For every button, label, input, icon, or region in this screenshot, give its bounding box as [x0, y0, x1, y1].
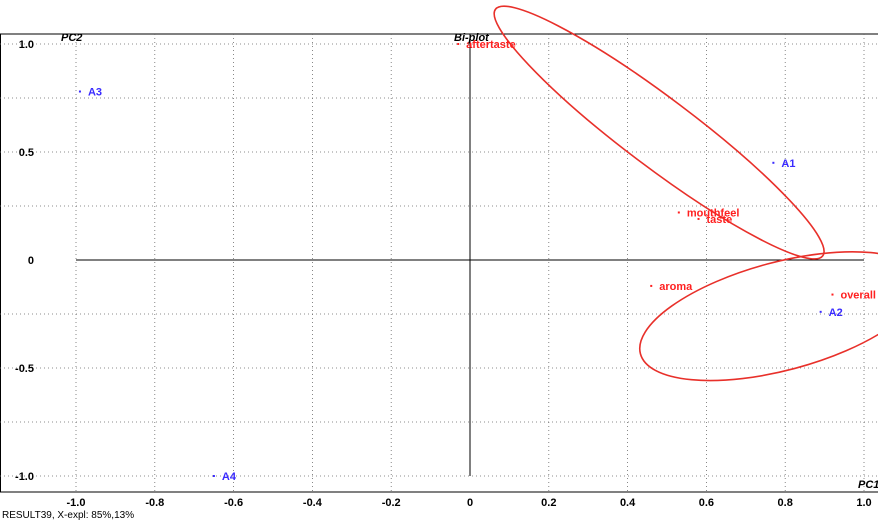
point-aftertaste	[457, 43, 460, 45]
point-label-A2: A2	[829, 307, 843, 319]
chart-title: Bi-plot	[454, 32, 490, 44]
x-tick-label: 1.0	[856, 497, 871, 509]
highlight-ellipses	[493, 5, 878, 382]
point-label-A1: A1	[781, 158, 795, 170]
point-A2	[819, 310, 822, 313]
plot-area	[0, 33, 878, 493]
x-tick-label: -0.4	[303, 497, 323, 509]
point-overall	[831, 293, 834, 296]
x-tick-label: 0	[467, 497, 473, 509]
highlight-ellipse-1	[493, 5, 825, 260]
x-axis-label: PC1	[858, 479, 878, 491]
x-tick-label: 0.8	[778, 497, 793, 509]
point-A3	[78, 90, 81, 93]
point-mouthfeel	[677, 211, 680, 214]
x-tick-label: -1.0	[67, 497, 86, 509]
x-tick-label: -0.2	[382, 497, 401, 509]
point-A4	[212, 475, 215, 477]
y-tick-label: 1.0	[19, 39, 34, 51]
grid-lines	[0, 34, 878, 492]
point-label-taste: taste	[707, 214, 733, 226]
point-label-A4: A4	[222, 471, 237, 483]
x-tick-label: 0.4	[620, 497, 636, 509]
x-tick-label: -0.8	[145, 497, 164, 509]
point-A1	[772, 161, 775, 164]
highlight-ellipse-2	[638, 250, 878, 382]
x-tick-label: 0.2	[541, 497, 556, 509]
point-label-A3: A3	[88, 87, 102, 99]
y-tick-label: -0.5	[15, 363, 34, 375]
y-tick-label: -1.0	[15, 471, 34, 483]
x-tick-label: 0.6	[699, 497, 714, 509]
y-tick-label: 0	[28, 255, 34, 267]
footer-text: RESULT39, X-expl: 85%,13%	[2, 510, 134, 520]
y-axis-label: PC2	[61, 32, 82, 44]
point-label-mouthfeel: mouthfeel	[687, 207, 740, 219]
point-taste	[697, 217, 700, 220]
point-label-overall: overall	[840, 290, 875, 302]
tick-labels: -1.0 -0.8 -0.6 -0.4 -0.2 0 0.2 0.4 0.6 0.8 1.0 1.0 0…	[15, 39, 872, 509]
point-label-aroma: aroma	[659, 281, 693, 293]
y-tick-label: 0.5	[19, 147, 34, 159]
point-aroma	[650, 284, 653, 287]
x-tick-label: -0.6	[224, 497, 243, 509]
zero-axes	[76, 34, 864, 476]
point-label-aftertaste: aftertaste	[466, 39, 516, 51]
